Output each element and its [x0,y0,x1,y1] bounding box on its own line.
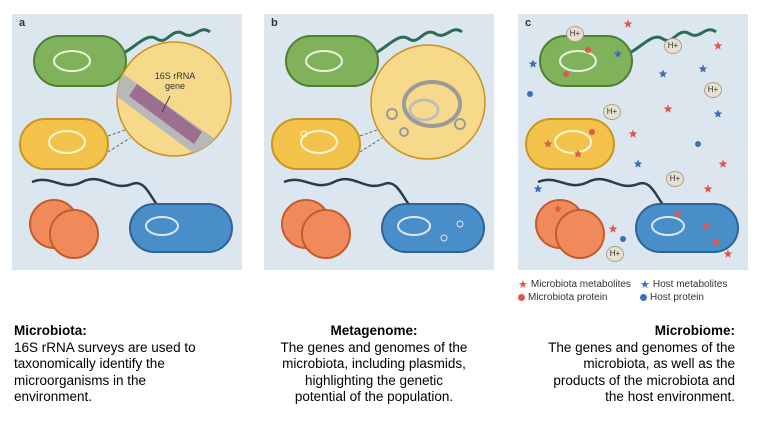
panel-letter-a: a [19,17,26,29]
star-icon [633,159,643,168]
star-icon [628,129,638,138]
star-icon [623,19,633,28]
microbiome-diagram [525,19,739,259]
hydrogen-ion-icon: H+ [603,104,621,120]
star-icon [613,49,623,58]
legend: ★ Microbiota metabolites ★ Host metaboli… [518,276,750,308]
blue-cell [129,203,233,253]
star-icon: ★ [518,279,528,291]
dot-icon [620,236,626,242]
star-icon [543,139,553,148]
zoom-circle [116,41,232,157]
star-icon [573,149,583,158]
panel-letter-c: c [525,17,532,29]
legend-host-protein: Host protein [640,292,704,303]
callout-label: 16S rRNA gene [154,71,196,91]
green-cell [33,35,127,87]
caption-title: Microbiota: [14,323,87,338]
star-icon: ★ [640,279,650,291]
dot-icon [585,47,591,53]
hydrogen-ion-icon: H+ [664,38,682,54]
hydrogen-ion-icon: H+ [606,246,624,262]
star-icon [713,109,723,118]
zoom-circle-b [370,44,486,160]
metagenome-diagram [271,28,486,259]
caption-desc: The genes and genomes of the microbiota,… [548,339,735,405]
dot-icon [563,71,569,77]
legend-microbiota-protein: Microbiota protein [518,292,607,303]
star-icon [673,209,683,218]
caption-microbiome: Microbiome: The genes and genomes of the… [505,323,735,406]
star-icon [713,41,723,50]
star-icon [703,184,713,193]
dot-icon [518,294,525,301]
panel-microbiome: c H+ H+ H+ H+ H+ H+ [518,14,748,270]
panel-microbiota: a 16S rRNA gene [12,14,242,270]
hydrogen-ion-icon: H+ [566,26,584,42]
dot-icon [640,294,647,301]
star-icon [698,64,708,73]
legend-microbiota-metabolites: ★ Microbiota metabolites [518,279,631,291]
star-icon [663,104,673,113]
caption-desc: 16S rRNA surveys are used to taxonomical… [14,339,196,405]
dot-icon [589,129,595,135]
dot-icon [713,239,719,245]
hydrogen-ion-icon: H+ [704,82,722,98]
star-icon [658,69,668,78]
panel-metagenome: b [264,14,494,270]
yellow-cell [19,118,109,170]
microbiota-diagram [19,28,233,259]
star-icon [723,249,733,258]
dot-icon [527,91,533,97]
star-icon [533,184,543,193]
caption-title: Microbiome: [654,323,735,338]
caption-metagenome: Metagenome: The genes and genomes of the… [258,323,490,406]
star-icon [553,204,563,213]
caption-desc: The genes and genomes of the microbiota,… [280,339,468,405]
star-icon [718,159,728,168]
panel-letter-b: b [271,17,278,29]
dot-icon [695,141,701,147]
star-icon [528,59,538,68]
hydrogen-ion-icon: H+ [666,171,684,187]
star-icon [608,224,618,233]
legend-host-metabolites: ★ Host metabolites [640,279,728,291]
caption-microbiota: Microbiota: 16S rRNA surveys are used to… [14,323,244,406]
dot-icon [703,223,709,229]
caption-title: Metagenome: [330,323,418,338]
